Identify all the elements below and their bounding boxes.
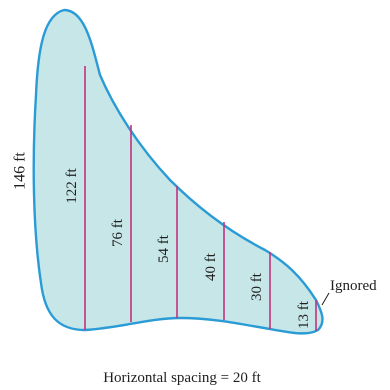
chord-label-30: 30 ft (249, 272, 265, 301)
chord-labels: 122 ft 76 ft 54 ft 40 ft 30 ft 13 ft (64, 167, 312, 328)
chord-label-13: 13 ft (296, 300, 312, 329)
left-edge-label: 146 ft (12, 152, 29, 190)
chord-label-40: 40 ft (203, 252, 219, 281)
chord-lines (84, 66, 317, 331)
chord-label-122: 122 ft (64, 167, 80, 203)
ignored-label: Ignored (330, 278, 377, 294)
chord-label-76: 76 ft (110, 218, 126, 247)
chord-label-54: 54 ft (156, 234, 172, 263)
region-shape (32, 8, 324, 335)
spacing-caption: Horizontal spacing = 20 ft (103, 370, 261, 386)
ignored-pointer (321, 292, 330, 306)
